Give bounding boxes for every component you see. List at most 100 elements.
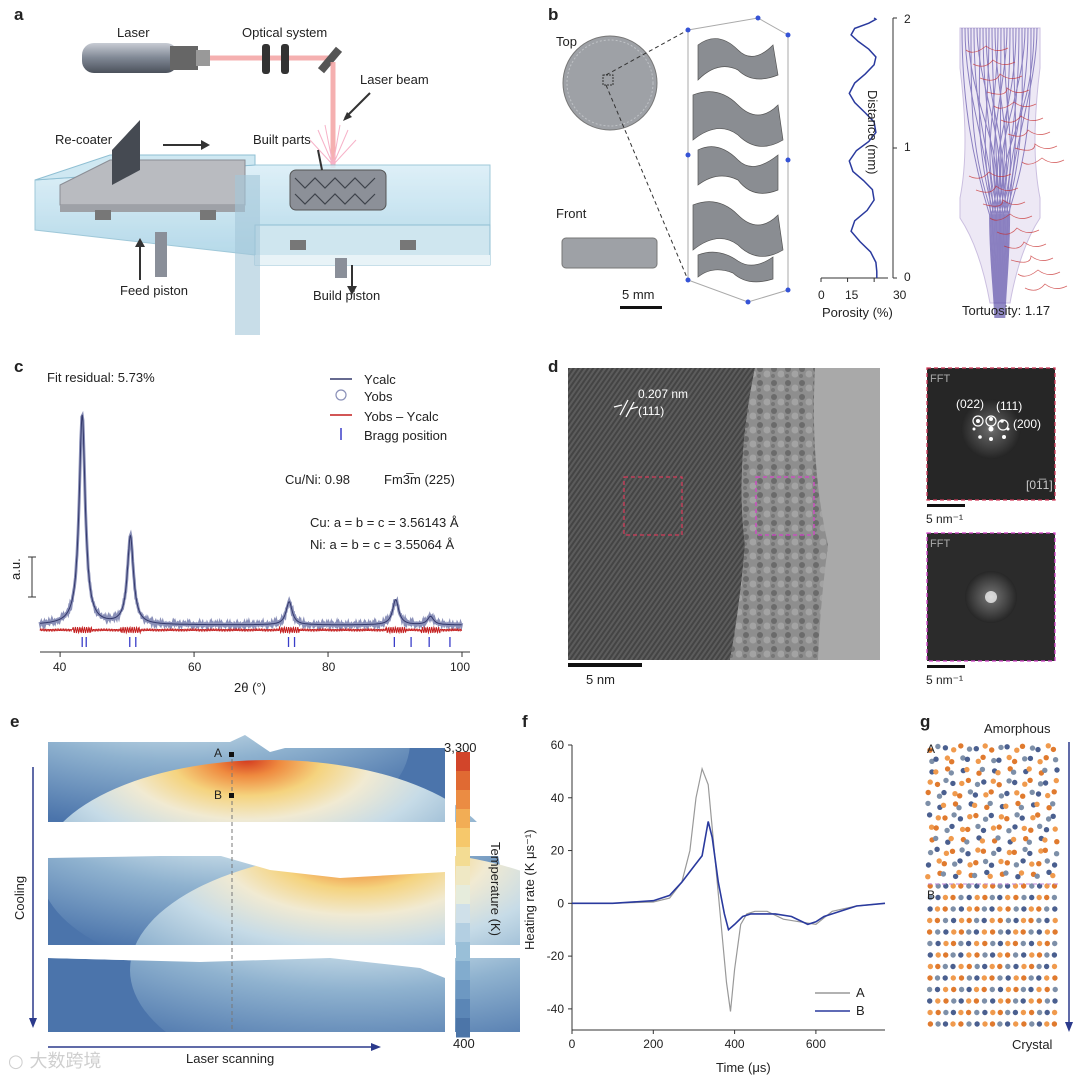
atom — [979, 766, 986, 773]
atom — [958, 998, 964, 1004]
atom — [974, 952, 980, 958]
xrd-ycalc-curve — [39, 414, 462, 626]
atom — [996, 757, 1002, 763]
atom — [1010, 769, 1017, 775]
streamline-red — [1010, 255, 1054, 263]
atom — [1036, 929, 1042, 935]
atom — [1020, 883, 1027, 889]
atom — [974, 894, 980, 901]
atom — [965, 1009, 972, 1016]
crystal-roi-box — [623, 476, 683, 536]
streamline — [999, 27, 1012, 319]
atom — [1052, 757, 1059, 763]
atom — [989, 975, 995, 981]
atom — [1010, 836, 1017, 843]
atom — [1036, 1021, 1043, 1027]
streamline-red — [965, 45, 1009, 53]
atom — [990, 778, 996, 784]
distance-ylabel: Distance (mm) — [865, 90, 880, 175]
streamline-red — [1014, 143, 1058, 151]
atom — [943, 952, 949, 958]
atom — [927, 906, 933, 912]
atom — [927, 849, 934, 856]
tortuosity-streamlines — [959, 27, 1068, 319]
atom — [974, 883, 980, 889]
atom — [973, 860, 979, 866]
label-built-parts: Built parts — [253, 132, 311, 147]
atom — [974, 781, 981, 788]
hrtem-scale-bar — [568, 663, 642, 667]
atoms-point-b: B — [927, 888, 936, 902]
heating-xtick-label: 600 — [806, 1037, 826, 1051]
atom — [988, 812, 994, 819]
atom — [989, 894, 995, 901]
streamline — [976, 27, 1001, 319]
atom — [1007, 766, 1013, 772]
atom — [949, 848, 956, 854]
atom — [1003, 870, 1009, 876]
atom — [1027, 755, 1034, 762]
label-feed-piston: Feed piston — [120, 283, 188, 298]
heating-xtick-label: 200 — [643, 1037, 663, 1051]
label-cooling: Cooling — [12, 875, 27, 920]
atom — [1050, 746, 1057, 753]
atom — [944, 766, 951, 772]
atom — [1050, 801, 1056, 807]
label-optical-system: Optical system — [242, 25, 328, 40]
atom — [933, 756, 939, 762]
atom — [944, 755, 951, 761]
atom — [952, 861, 958, 867]
atom — [1012, 883, 1019, 889]
atom — [1006, 849, 1013, 856]
atom — [1036, 986, 1042, 993]
atom — [1014, 747, 1020, 753]
heating-series-a — [572, 766, 886, 1012]
atom — [948, 835, 954, 842]
atom — [1042, 780, 1049, 786]
laser-body — [82, 43, 178, 73]
atom — [975, 823, 981, 830]
atom — [956, 869, 962, 876]
heating-ytick-label: -40 — [547, 1002, 565, 1016]
atom — [1005, 917, 1012, 924]
atom — [1052, 906, 1058, 912]
atom — [980, 827, 987, 834]
atom — [1044, 883, 1050, 889]
atom — [1044, 906, 1050, 912]
atom — [950, 780, 956, 787]
laser-sparks — [309, 124, 357, 166]
atom — [1004, 1021, 1011, 1027]
xrd-xlabel: 2θ (°) — [234, 680, 266, 695]
colorbar-swatch — [456, 752, 470, 772]
atom — [1015, 800, 1021, 807]
atom — [971, 802, 978, 808]
streamline — [1004, 27, 1038, 319]
atom — [997, 906, 1003, 912]
atom — [950, 940, 957, 947]
atom — [1022, 846, 1028, 853]
probe-point-a — [229, 752, 234, 757]
atom — [997, 883, 1003, 889]
atom — [950, 963, 956, 970]
thermal-frame-3 — [48, 850, 520, 1082]
atom — [1044, 986, 1050, 993]
lattice-top-view — [562, 35, 658, 131]
atom — [1051, 883, 1058, 889]
atom — [1028, 906, 1034, 912]
atom — [1051, 1009, 1058, 1016]
atom — [964, 839, 970, 845]
atom — [997, 917, 1003, 924]
streamline — [970, 27, 997, 319]
colorbar-swatch — [456, 885, 470, 905]
xrd-xtick-80: 80 — [322, 660, 336, 674]
atom — [1054, 839, 1060, 845]
atom — [1004, 816, 1010, 822]
atom — [1013, 929, 1019, 935]
label-front: Front — [556, 206, 587, 221]
atom — [1028, 986, 1034, 993]
atom — [1020, 917, 1027, 924]
atom — [957, 816, 964, 822]
atom — [958, 940, 964, 947]
temperature-colorbar — [456, 752, 470, 1038]
label-build-piston: Build piston — [313, 288, 381, 303]
